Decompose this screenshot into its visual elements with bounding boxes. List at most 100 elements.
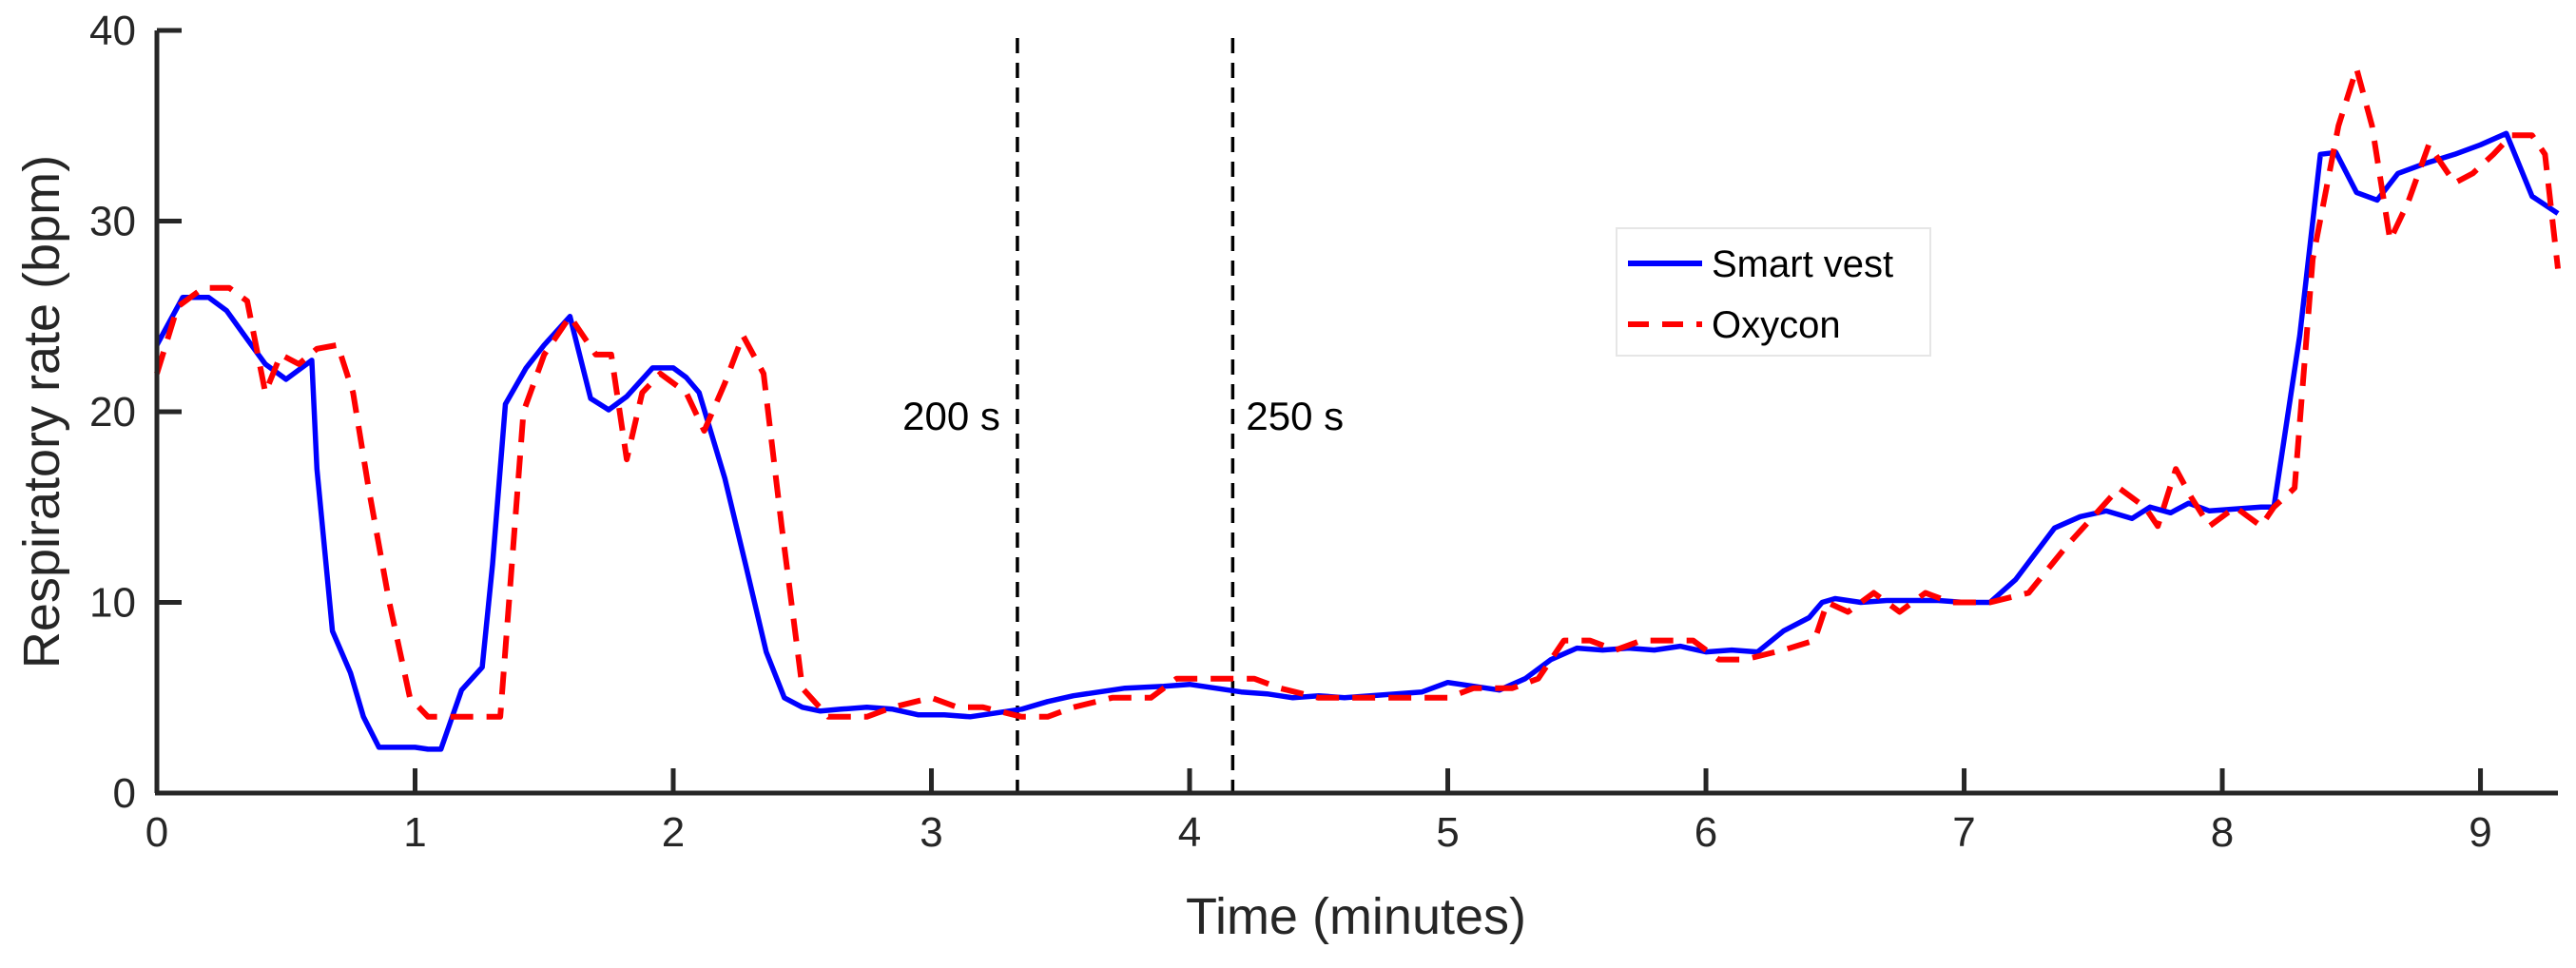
- data-point-smart-vest: [697, 390, 702, 395]
- data-point-smart-vest: [942, 712, 947, 717]
- data-point-oxycon: [297, 361, 301, 366]
- data-point-oxycon: [1342, 695, 1346, 700]
- data-point-oxycon: [2354, 67, 2359, 71]
- data-point-oxycon: [2174, 467, 2179, 472]
- data-point-oxycon: [1825, 600, 1830, 605]
- data-point-oxycon: [1639, 638, 1644, 643]
- data-point-oxycon: [1846, 610, 1850, 614]
- y-tick-label: 30: [89, 199, 136, 245]
- data-point-oxycon: [702, 429, 707, 434]
- data-point-smart-vest: [839, 707, 843, 711]
- data-point-smart-vest: [245, 337, 250, 341]
- data-point-oxycon: [2556, 266, 2561, 271]
- data-point-smart-vest: [503, 402, 508, 407]
- data-point-oxycon: [609, 352, 613, 357]
- data-point-smart-vest: [994, 710, 998, 715]
- x-tick-label: 0: [145, 809, 168, 856]
- data-point-smart-vest: [589, 397, 593, 401]
- data-point-smart-vest: [744, 562, 748, 567]
- annotation-label: 200 s: [902, 394, 1000, 438]
- data-point-smart-vest: [395, 745, 399, 749]
- data-point-smart-vest: [1549, 657, 1554, 662]
- data-point-oxycon: [315, 346, 320, 351]
- data-point-oxycon: [2336, 124, 2341, 128]
- data-point-oxycon: [1019, 714, 1024, 719]
- data-point-smart-vest: [684, 375, 688, 379]
- data-point-oxycon: [2207, 524, 2212, 529]
- data-point-smart-vest: [1730, 648, 1734, 652]
- data-point-smart-vest: [2374, 198, 2379, 203]
- data-point-oxycon: [2406, 200, 2411, 204]
- data-point-oxycon: [351, 390, 356, 395]
- data-point-smart-vest: [1807, 615, 1811, 620]
- data-point-smart-vest: [1910, 598, 1915, 603]
- x-axis-label: Time (minutes): [1186, 888, 1526, 945]
- x-tick-label: 7: [1952, 809, 1975, 856]
- data-point-smart-vest: [1600, 648, 1605, 652]
- data-point-smart-vest: [2318, 152, 2323, 157]
- data-point-smart-vest: [968, 714, 973, 719]
- data-point-oxycon: [1471, 686, 1476, 690]
- data-point-oxycon: [568, 314, 572, 319]
- data-point-smart-vest: [671, 365, 676, 370]
- data-point-oxycon: [2189, 495, 2194, 500]
- data-point-oxycon: [336, 342, 340, 347]
- data-point-oxycon: [2427, 143, 2431, 147]
- data-point-smart-vest: [480, 665, 485, 669]
- data-point-smart-vest: [1677, 644, 1682, 649]
- data-point-smart-vest: [309, 358, 314, 362]
- data-point-smart-vest: [1420, 689, 1424, 694]
- data-point-smart-vest: [2354, 190, 2359, 195]
- data-point-oxycon: [2091, 514, 2096, 519]
- data-point-oxycon: [1742, 657, 1747, 662]
- data-point-smart-vest: [1832, 596, 1837, 601]
- data-point-oxycon: [366, 486, 371, 491]
- data-point-smart-vest: [283, 377, 288, 381]
- data-point-oxycon: [1871, 590, 1876, 595]
- data-point-smart-vest: [1123, 686, 1128, 690]
- legend-label-smart-vest: Smart vest: [1712, 243, 1893, 285]
- data-point-oxycon: [2388, 238, 2392, 242]
- data-point-smart-vest: [1652, 648, 1656, 652]
- data-point-oxycon: [864, 714, 869, 719]
- data-point-smart-vest: [206, 295, 211, 300]
- data-point-oxycon: [2439, 162, 2444, 166]
- data-point-smart-vest: [2207, 509, 2212, 513]
- data-point-smart-vest: [2052, 526, 2057, 531]
- data-point-oxycon: [1200, 676, 1205, 681]
- data-point-oxycon: [2272, 505, 2276, 510]
- x-tick-label: 5: [1436, 809, 1459, 856]
- data-point-oxycon: [1149, 695, 1153, 700]
- legend-label-oxycon: Oxycon: [1712, 304, 1841, 346]
- data-point-oxycon: [263, 390, 268, 395]
- data-point-oxycon: [2026, 590, 2031, 595]
- data-point-smart-vest: [1885, 598, 1889, 603]
- data-point-smart-vest: [2395, 171, 2400, 176]
- data-point-oxycon: [1561, 638, 1566, 643]
- data-point-smart-vest: [800, 705, 804, 709]
- data-point-oxycon: [1278, 686, 1283, 690]
- data-point-smart-vest: [297, 367, 301, 372]
- data-point-smart-vest: [2186, 501, 2191, 506]
- data-point-smart-vest: [2452, 152, 2457, 157]
- data-point-smart-vest: [1045, 699, 1050, 704]
- x-tick-label: 3: [920, 809, 942, 856]
- x-tick-label: 1: [403, 809, 426, 856]
- x-tick-label: 4: [1178, 809, 1201, 856]
- y-tick-label: 10: [89, 580, 136, 627]
- data-point-oxycon: [2470, 171, 2475, 176]
- data-point-oxycon: [1665, 638, 1670, 643]
- data-point-oxycon: [1691, 638, 1695, 643]
- data-point-oxycon: [498, 714, 503, 719]
- data-point-smart-vest: [426, 746, 431, 751]
- data-point-smart-vest: [2258, 505, 2263, 510]
- series-line-oxycon: [154, 66, 2561, 720]
- data-point-oxycon: [2065, 543, 2070, 548]
- data-point-oxycon: [1614, 648, 1618, 652]
- data-point-oxycon: [640, 390, 645, 395]
- data-point-smart-vest: [607, 408, 611, 413]
- data-point-oxycon: [542, 352, 547, 357]
- data-point-oxycon: [658, 371, 663, 376]
